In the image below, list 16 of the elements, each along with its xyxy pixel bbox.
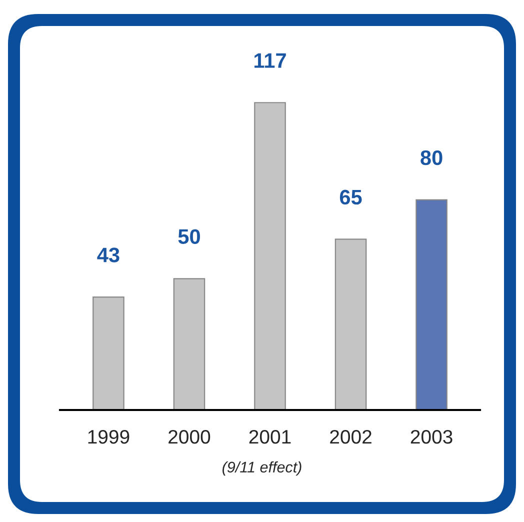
x-tick-label: 2003 [410, 430, 452, 444]
data-label: 117 [254, 53, 286, 68]
bar [254, 102, 286, 410]
text: (9/11 effect) [222, 461, 302, 476]
x-tick-label: 2002 [330, 430, 372, 444]
x-tick-label: 2001 [249, 430, 291, 444]
bar [334, 238, 367, 410]
bar [173, 278, 206, 410]
bar [416, 199, 448, 410]
data-label: 65 [340, 190, 362, 205]
x-tick-label: 1999 [88, 430, 130, 444]
data-label: 80 [420, 150, 442, 166]
x-tick-label: 2000 [168, 430, 210, 444]
data-label: 50 [178, 229, 200, 244]
bar [92, 296, 124, 410]
data-label: 43 [97, 248, 120, 262]
